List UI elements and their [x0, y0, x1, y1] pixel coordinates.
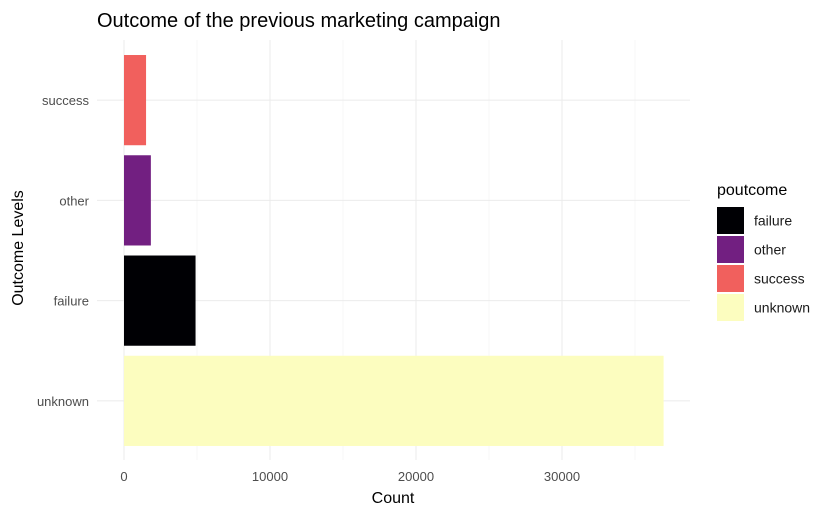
- legend-title: poutcome: [717, 182, 787, 199]
- y-tick-label: other: [59, 193, 89, 208]
- bar-other: [124, 155, 151, 246]
- x-tick-label: 10000: [252, 469, 288, 484]
- x-tick-label: 30000: [544, 469, 580, 484]
- legend-key-other: [717, 236, 744, 263]
- chart-title: Outcome of the previous marketing campai…: [97, 10, 501, 32]
- y-tick-label: unknown: [37, 394, 89, 409]
- legend-label-unknown: unknown: [754, 300, 810, 316]
- legend-label-success: success: [754, 271, 805, 287]
- x-tick-label: 20000: [398, 469, 434, 484]
- legend: poutcome failure other success unknown: [717, 182, 810, 321]
- y-axis-title: Outcome Levels: [10, 190, 27, 306]
- y-tick-label: failure: [54, 294, 89, 309]
- plot-panel: unknown failure other success 0 10000 20000 300…: [37, 40, 690, 484]
- x-tick-label: 0: [120, 469, 127, 484]
- bar-unknown: [124, 355, 664, 446]
- bar-success: [124, 55, 147, 146]
- legend-key-success: [717, 265, 744, 292]
- y-tick-label: success: [42, 93, 89, 108]
- legend-key-unknown: [717, 294, 744, 321]
- bar-failure: [124, 255, 196, 346]
- legend-label-failure: failure: [754, 213, 792, 229]
- legend-label-other: other: [754, 242, 786, 258]
- legend-key-failure: [717, 207, 744, 234]
- x-axis-title: Count: [372, 490, 415, 507]
